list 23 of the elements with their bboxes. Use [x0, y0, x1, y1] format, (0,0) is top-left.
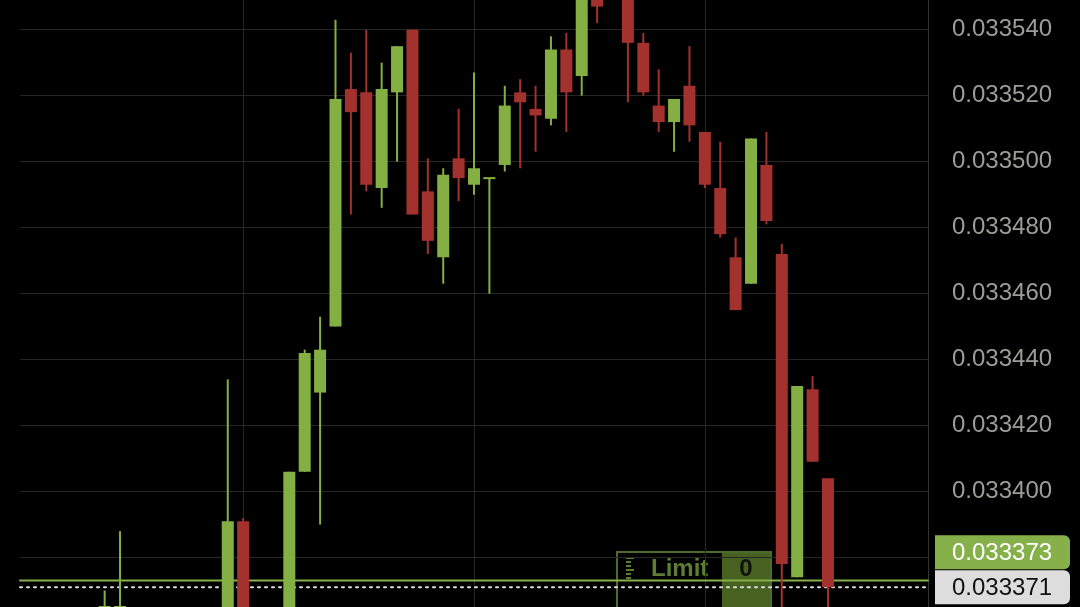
ref-line-label: 0.033373: [952, 537, 1053, 565]
annotation: 0: [739, 554, 753, 581]
y-tick-label: 0.033460: [952, 278, 1053, 306]
y-tick-label: 0.033520: [952, 80, 1053, 108]
candlestick: [652, 68, 665, 133]
candlestick: [98, 589, 111, 607]
candlestick: [452, 107, 465, 203]
candlestick: [514, 78, 527, 170]
y-tick-label: 0.033540: [952, 14, 1053, 42]
candlestick: [591, 0, 604, 25]
y-tick-label: 0.033420: [952, 410, 1053, 438]
ref-line-label: 0.033371: [952, 572, 1053, 600]
y-tick-label: 0.033400: [952, 476, 1053, 504]
order-box: Limit 0: [616, 551, 772, 607]
candlestick: [468, 71, 480, 196]
candlestick: [668, 97, 681, 153]
annotation: Limit: [651, 554, 709, 581]
candlestick: [344, 51, 357, 216]
candlestick: [529, 84, 542, 153]
y-tick-label: 0.033480: [952, 212, 1053, 240]
y-tick-label: 0.033500: [952, 146, 1053, 174]
candlestick: [483, 177, 496, 295]
y-tick-label: 0.033440: [952, 344, 1053, 372]
